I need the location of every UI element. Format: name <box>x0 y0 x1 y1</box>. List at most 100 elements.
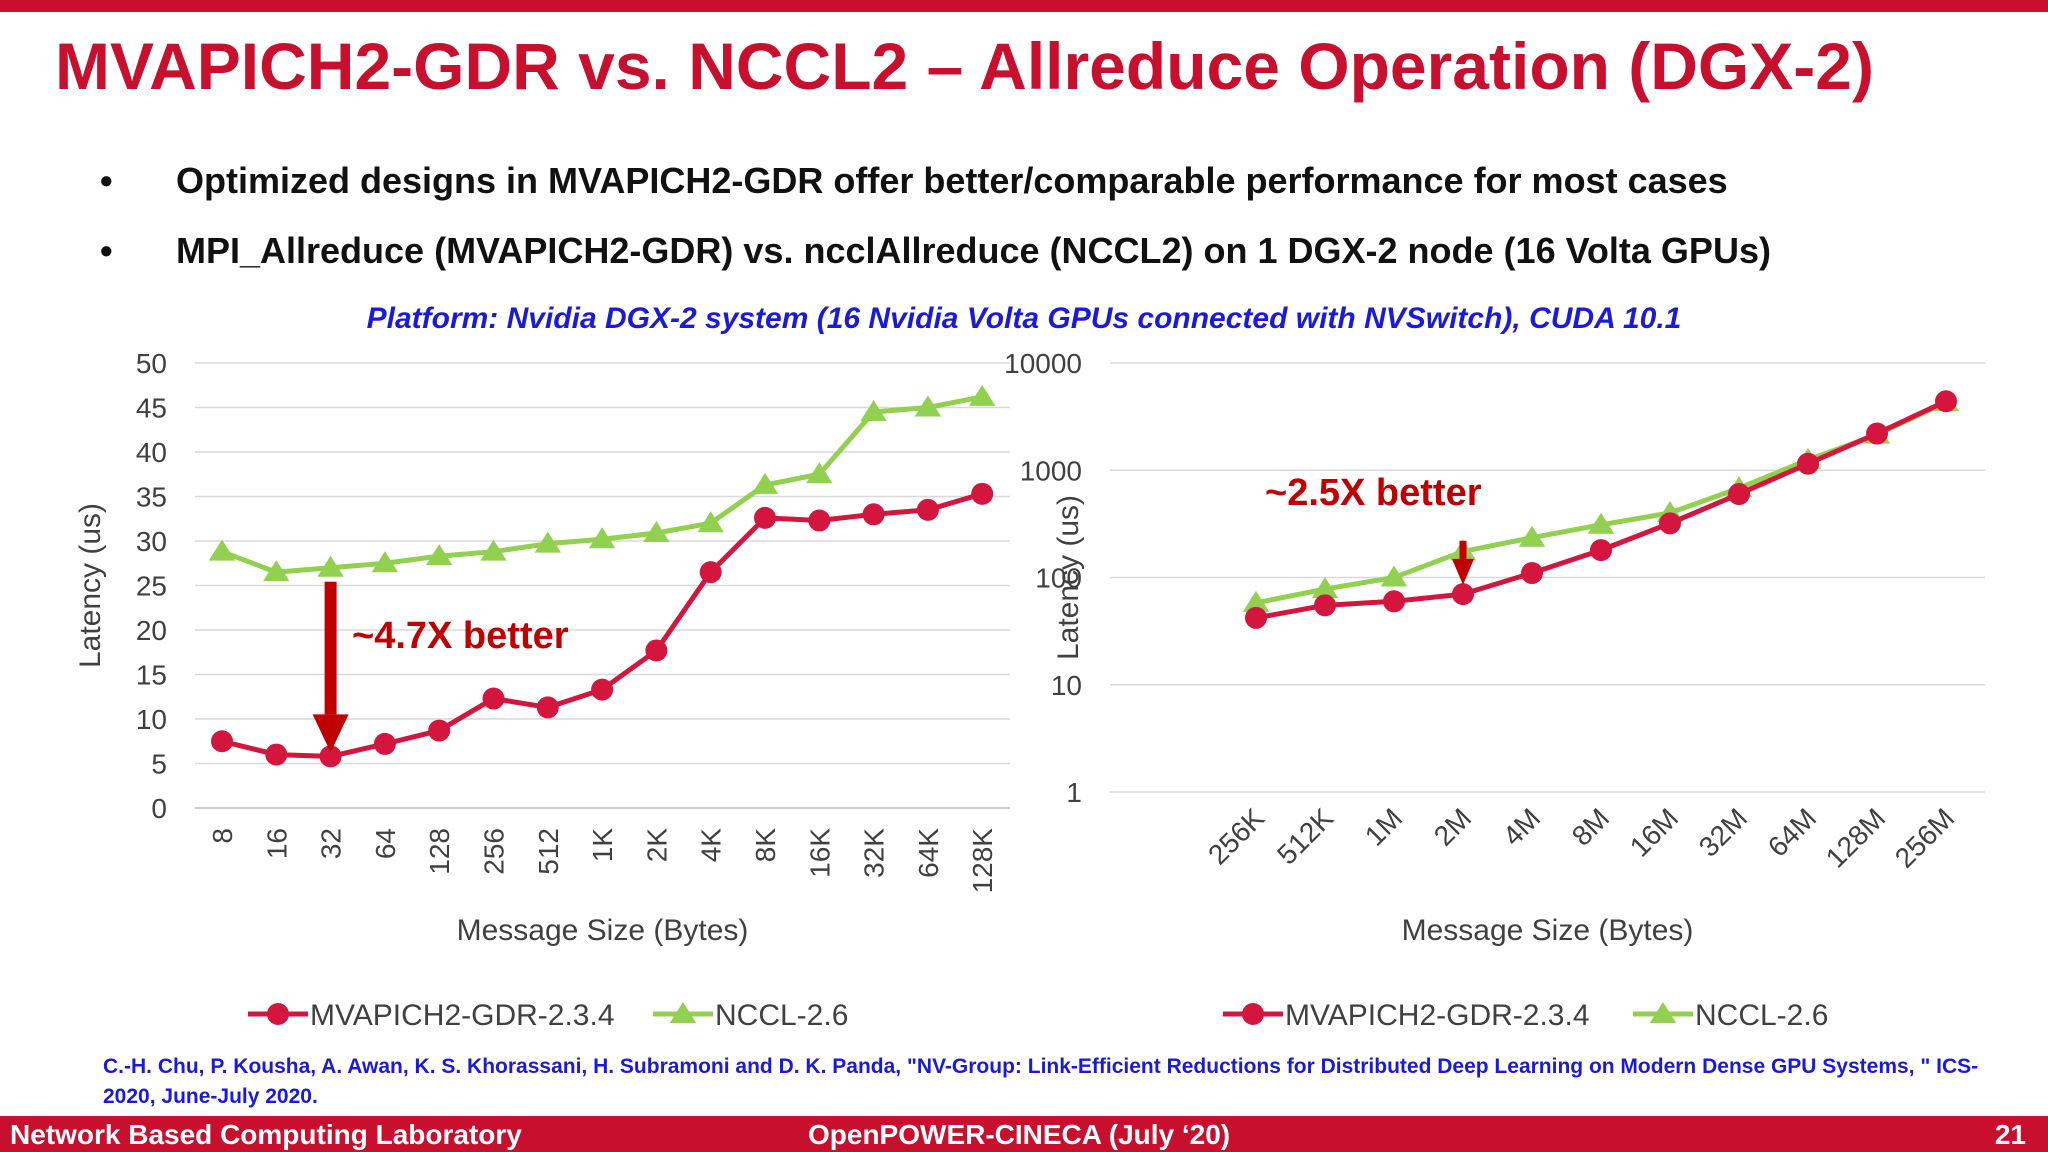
y-tick-label: 100 <box>1035 563 1082 594</box>
x-tick-label: 4K <box>696 828 727 863</box>
annotation-arrow-shaft <box>324 581 337 715</box>
y-tick-label: 1000 <box>1020 455 1082 486</box>
data-point-nccl <box>534 531 561 553</box>
data-point-mvapich <box>373 732 396 755</box>
data-point-nccl <box>317 555 344 577</box>
x-tick-label: 4M <box>1497 802 1546 851</box>
x-axis-title: Message Size (Bytes) <box>1402 914 1694 947</box>
x-tick-label: 2K <box>641 828 672 863</box>
x-tick-label: 8K <box>750 828 781 863</box>
data-point-nccl <box>697 511 724 533</box>
y-tick-label: 20 <box>136 615 167 646</box>
legend-marker-mvapich <box>1242 1003 1264 1025</box>
x-tick-label: 8M <box>1566 802 1615 851</box>
x-tick-label: 32 <box>316 828 347 859</box>
data-point-nccl <box>588 527 616 549</box>
y-tick-label: 15 <box>136 660 167 691</box>
x-tick-label: 16M <box>1624 802 1684 862</box>
x-tick-label: 1K <box>587 828 618 863</box>
x-tick-label: 8 <box>207 828 238 844</box>
data-point-mvapich <box>1797 452 1819 475</box>
footer-lab-name: Network Based Computing Laboratory <box>10 1119 522 1150</box>
legend-label: NCCL-2.6 <box>1695 999 1828 1032</box>
y-tick-label: 1 <box>1066 777 1082 808</box>
data-point-mvapich <box>699 561 722 584</box>
data-point-mvapich <box>1659 512 1681 535</box>
data-point-nccl <box>806 462 833 484</box>
data-point-nccl <box>969 384 996 406</box>
data-point-mvapich <box>319 745 342 768</box>
x-tick-label: 256M <box>1889 802 1960 873</box>
legend-marker-nccl <box>669 1002 697 1023</box>
legend-marker-nccl <box>1649 1002 1677 1023</box>
bullet-1-text: Optimized designs in MVAPICH2-GDR offer … <box>176 160 1728 201</box>
x-tick-label: 128 <box>424 828 455 875</box>
data-point-mvapich <box>1521 562 1543 585</box>
data-point-nccl <box>371 551 399 573</box>
x-tick-label: 64K <box>913 828 944 878</box>
data-point-nccl <box>1380 565 1408 587</box>
x-tick-label: 16K <box>804 828 835 878</box>
data-point-mvapich <box>754 506 776 529</box>
data-point-mvapich <box>1383 590 1405 613</box>
data-point-mvapich <box>1452 583 1474 606</box>
y-tick-label: 0 <box>151 793 167 824</box>
y-tick-label: 40 <box>136 437 167 468</box>
x-tick-label: 64M <box>1762 802 1822 862</box>
data-point-mvapich <box>862 503 885 526</box>
data-point-nccl <box>860 399 887 421</box>
bullet-2-text: MPI_Allreduce (MVAPICH2-GDR) vs. ncclAll… <box>176 230 1771 271</box>
legend-label: NCCL-2.6 <box>715 999 848 1032</box>
y-axis-title: Latency (us) <box>1052 495 1085 660</box>
annotation-arrow-head <box>312 714 349 753</box>
annotation-label: ~4.7X better <box>352 615 569 657</box>
legend-label: MVAPICH2-GDR-2.3.4 <box>310 999 615 1032</box>
data-point-mvapich <box>1590 539 1612 562</box>
data-point-mvapich <box>645 639 668 662</box>
data-point-nccl <box>426 544 453 566</box>
top-accent-bar <box>0 0 2048 12</box>
annotation-arrow-head <box>1452 558 1474 585</box>
x-tick-label: 128K <box>967 828 998 894</box>
y-tick-label: 25 <box>136 571 167 602</box>
bullet-2: • MPI_Allreduce (MVAPICH2-GDR) vs. ncclAl… <box>100 230 1771 272</box>
footer-event: OpenPOWER-CINECA (July ‘20) <box>808 1119 1231 1150</box>
platform-note: Platform: Nvidia DGX-2 system (16 Nvidia… <box>366 302 1682 335</box>
data-point-mvapich <box>1866 422 1888 445</box>
data-point-mvapich <box>1314 594 1336 617</box>
x-tick-label: 16 <box>261 828 292 859</box>
data-point-nccl <box>643 520 670 542</box>
bullet-1: • Optimized designs in MVAPICH2-GDR offer… <box>100 160 1728 202</box>
x-tick-label: 2M <box>1428 802 1477 851</box>
x-tick-label: 128M <box>1820 802 1891 873</box>
footer-bar: Network Based Computing Laboratory OpenP… <box>0 1116 2048 1152</box>
legend-marker-mvapich <box>267 1003 289 1025</box>
data-point-nccl <box>1587 512 1615 534</box>
x-tick-label: 1M <box>1359 802 1408 851</box>
data-point-nccl <box>1518 525 1546 547</box>
data-point-mvapich <box>536 696 559 719</box>
x-tick-label: 32K <box>859 828 890 878</box>
annotation-arrow-shaft <box>1459 540 1467 559</box>
y-tick-label: 5 <box>151 749 167 780</box>
y-tick-label: 50 <box>136 348 167 379</box>
data-point-mvapich <box>591 678 614 701</box>
page-number: 21 <box>1994 1119 2026 1150</box>
data-point-mvapich <box>482 687 505 710</box>
y-tick-label: 10 <box>136 704 167 735</box>
data-point-mvapich <box>1245 606 1267 629</box>
reference-citation: C.-H. Chu, P. Kousha, A. Awan, K. S. Kho… <box>103 1055 1979 1108</box>
x-tick-label: 512 <box>533 828 564 875</box>
annotation-label: ~2.5X better <box>1265 472 1482 514</box>
y-tick-label: 10 <box>1051 670 1082 701</box>
data-point-nccl <box>751 472 779 494</box>
data-point-mvapich <box>428 719 451 742</box>
bullet-dot: • <box>100 160 113 201</box>
data-point-mvapich <box>808 509 831 532</box>
y-tick-label: 30 <box>136 526 167 557</box>
data-point-nccl <box>480 539 507 561</box>
x-tick-label: 512K <box>1271 802 1339 870</box>
data-point-mvapich <box>1935 390 1957 413</box>
data-point-nccl <box>263 560 290 582</box>
